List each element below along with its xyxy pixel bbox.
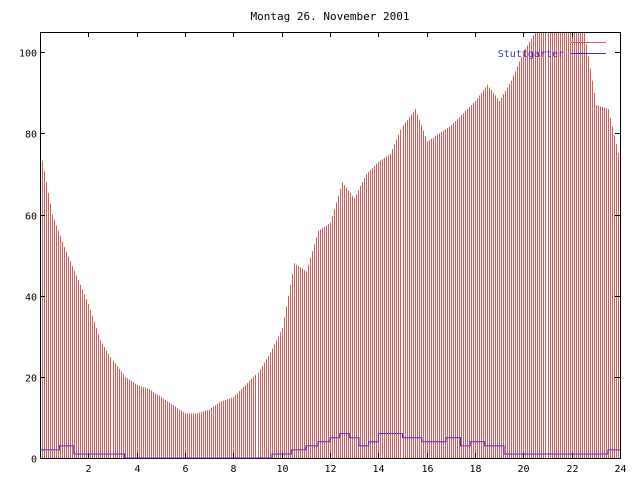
bar: [209, 402, 220, 458]
y-axis: 0 20 40 60 80 100: [19, 49, 620, 466]
bar: [415, 109, 426, 458]
legend: Stuttgarter: [498, 42, 606, 60]
y-tick-label: 80: [25, 130, 37, 141]
bar: [40, 149, 51, 458]
bar: [88, 303, 99, 458]
bar: [113, 360, 124, 458]
bar: [596, 105, 607, 458]
bar: [608, 109, 619, 458]
bar: [318, 224, 329, 458]
x-axis: 2 4 6 8 10 12 14 16 18 20 22 24: [85, 32, 627, 475]
bar: [270, 332, 281, 458]
bar: [403, 111, 414, 458]
bar: [149, 389, 160, 458]
x-tick-label: 16: [421, 464, 433, 475]
bar: [125, 376, 136, 458]
x-tick-label: 10: [276, 464, 288, 475]
bar: [548, 32, 559, 458]
bar: [499, 84, 510, 458]
bar: [161, 397, 172, 458]
y-tick-label: 60: [25, 212, 37, 223]
bar: [366, 163, 377, 458]
bar: [487, 84, 498, 458]
bar: [221, 397, 232, 458]
y-tick-label: 100: [19, 49, 37, 60]
bar: [463, 103, 474, 458]
line-series-stuttgarter: [40, 433, 620, 459]
y-tick-label: 20: [25, 374, 37, 385]
x-tick-label: 2: [85, 464, 91, 475]
bar-series: [40, 32, 621, 458]
legend-label-stuttgarter: Stuttgarter: [498, 49, 564, 60]
bar: [258, 355, 269, 458]
x-tick-label: 6: [182, 464, 188, 475]
bar: [560, 32, 571, 458]
y-tick-label: 0: [31, 455, 37, 466]
bar: [330, 188, 341, 458]
bar: [64, 247, 75, 458]
bar: [439, 126, 450, 458]
bar: [185, 413, 196, 458]
bar: [378, 155, 389, 458]
bar: [233, 387, 244, 458]
y-tick-label: 40: [25, 293, 37, 304]
bar: [52, 214, 63, 458]
bar: [197, 409, 208, 458]
bar: [535, 32, 546, 458]
bar: [245, 374, 256, 458]
bar: [137, 384, 148, 458]
bar: [511, 57, 522, 458]
bar: [572, 32, 583, 458]
x-tick-label: 22: [566, 464, 578, 475]
x-tick-label: 18: [469, 464, 481, 475]
bar: [475, 87, 486, 458]
bar: [76, 275, 87, 458]
x-tick-label: 8: [230, 464, 236, 475]
bar: [282, 274, 293, 458]
bar: [306, 237, 317, 458]
chart-title: Montag 26. November 2001: [251, 10, 410, 23]
bar: [294, 263, 305, 458]
bar: [354, 178, 365, 458]
bar: [523, 35, 534, 458]
bar: [342, 182, 353, 458]
bar: [584, 32, 595, 458]
bar: [427, 134, 438, 458]
bar: [451, 115, 462, 458]
x-tick-label: 4: [134, 464, 140, 475]
x-tick-label: 24: [614, 464, 626, 475]
bar: [100, 340, 111, 458]
x-tick-label: 14: [372, 464, 384, 475]
bar: [390, 130, 401, 458]
x-tick-label: 20: [517, 464, 529, 475]
x-tick-label: 12: [324, 464, 336, 475]
bar: [173, 405, 184, 458]
